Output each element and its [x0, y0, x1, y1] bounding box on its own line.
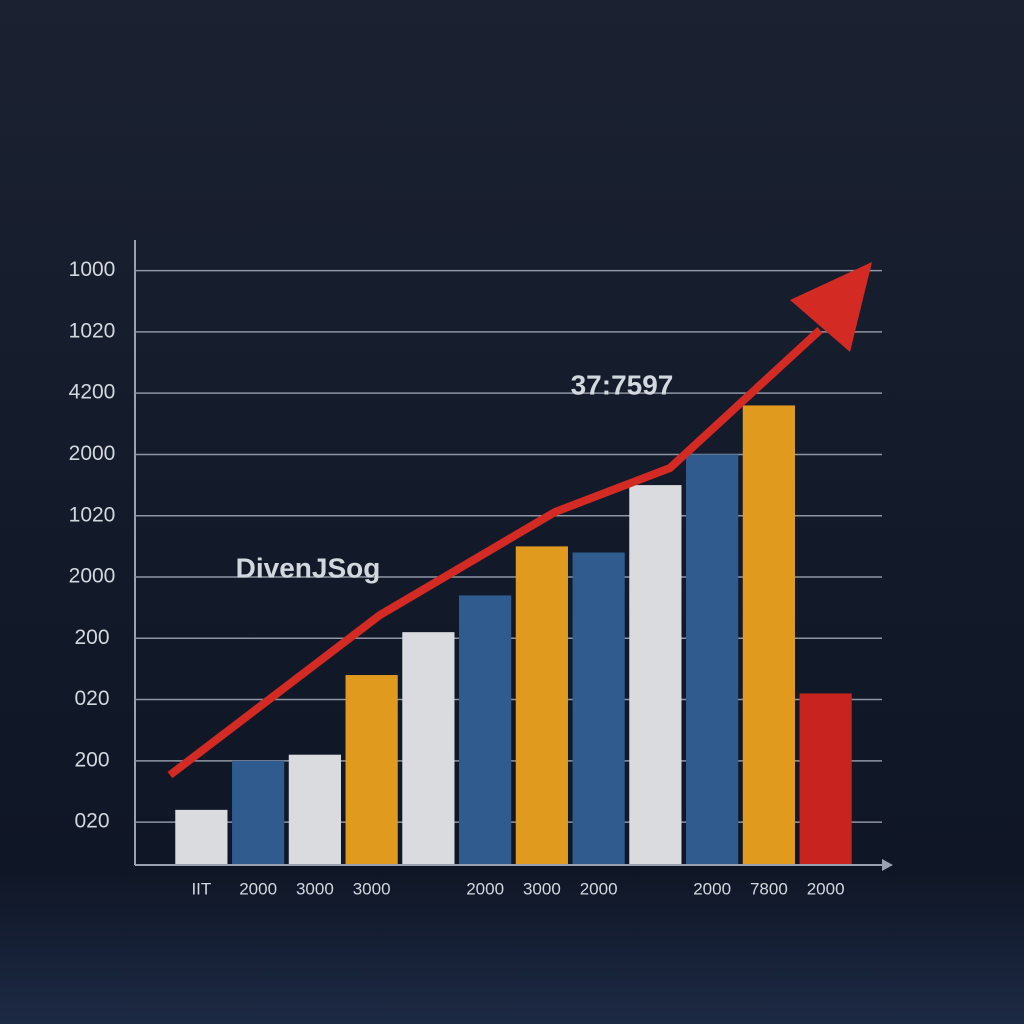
y-tick-label: 200: [74, 626, 109, 649]
bar: [459, 595, 512, 865]
x-tick-label: 2000: [807, 879, 845, 898]
annotation: DivenJSog: [236, 552, 381, 583]
y-tick-label: 2000: [69, 442, 116, 465]
y-tick-label: 200: [74, 748, 109, 771]
trend-arrow-head: [790, 262, 872, 352]
y-tick-label: 1020: [69, 503, 116, 526]
x-tick-label: 2000: [466, 879, 504, 898]
bar: [345, 675, 398, 865]
x-tick-label: 3000: [296, 879, 334, 898]
x-tick-label: 2000: [693, 879, 731, 898]
y-tick-label: 2000: [69, 565, 116, 588]
bar: [572, 552, 625, 865]
annotation: 37:7597: [571, 369, 674, 400]
trend-arrow: [167, 327, 823, 779]
x-tick-label: 2000: [239, 879, 277, 898]
x-tick-label: IIT: [191, 879, 211, 898]
x-tick-label: 3000: [353, 879, 391, 898]
y-tick-label: 1000: [69, 258, 116, 281]
bar: [686, 454, 739, 865]
bar: [799, 693, 852, 865]
bar: [288, 754, 341, 865]
y-tick-label: 1020: [69, 319, 116, 342]
x-tick-label: 2000: [580, 879, 618, 898]
bar: [402, 632, 455, 865]
bar: [175, 809, 228, 865]
bar: [629, 485, 682, 865]
bar: [742, 405, 795, 865]
y-tick-label: 020: [74, 687, 109, 710]
bar: [232, 760, 285, 865]
bar: [515, 546, 568, 865]
x-axis-arrow: [882, 859, 893, 871]
x-tick-label: 7800: [750, 879, 788, 898]
x-tick-label: 3000: [523, 879, 561, 898]
y-tick-label: 020: [74, 810, 109, 833]
y-tick-label: 4200: [69, 381, 116, 404]
